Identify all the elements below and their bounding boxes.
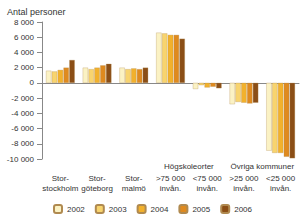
- svg-text:-8 000: -8 000: [11, 139, 34, 148]
- svg-text:4 000: 4 000: [14, 48, 35, 57]
- svg-text:Högskoleorter: Högskoleorter: [164, 162, 214, 171]
- svg-text:stockholm: stockholm: [42, 184, 78, 193]
- svg-text:2006: 2006: [234, 205, 252, 214]
- svg-text:6 000: 6 000: [14, 33, 35, 42]
- svg-text:-2 000: -2 000: [11, 94, 34, 103]
- svg-text:invån.: invån.: [233, 184, 254, 193]
- svg-text:Stor-: Stor-: [52, 174, 70, 183]
- svg-text:<75 000: <75 000: [193, 174, 223, 183]
- svg-text:2005: 2005: [192, 205, 210, 214]
- svg-text:Övriga kommuner: Övriga kommuner: [230, 162, 294, 171]
- svg-text:-10 000: -10 000: [7, 155, 35, 164]
- svg-text:>75 000: >75 000: [156, 174, 186, 183]
- svg-text:2002: 2002: [67, 205, 85, 214]
- svg-text:0: 0: [30, 78, 35, 87]
- svg-text:invån.: invån.: [270, 184, 291, 193]
- svg-text:malmö: malmö: [122, 184, 147, 193]
- svg-text:2004: 2004: [151, 205, 169, 214]
- svg-text:<25 000: <25 000: [266, 174, 296, 183]
- svg-text:>25 000: >25 000: [229, 174, 259, 183]
- svg-text:invån.: invån.: [160, 184, 181, 193]
- svg-text:2003: 2003: [109, 205, 127, 214]
- svg-text:invån.: invån.: [197, 184, 218, 193]
- svg-text:göteborg: göteborg: [81, 184, 113, 193]
- svg-text:2 000: 2 000: [14, 63, 35, 72]
- svg-text:-6 000: -6 000: [11, 124, 34, 133]
- svg-text:Antal personer: Antal personer: [7, 7, 66, 17]
- svg-text:8 000: 8 000: [14, 18, 35, 27]
- svg-text:Stor-: Stor-: [125, 174, 143, 183]
- svg-text:-4 000: -4 000: [11, 109, 34, 118]
- svg-text:Stor-: Stor-: [88, 174, 106, 183]
